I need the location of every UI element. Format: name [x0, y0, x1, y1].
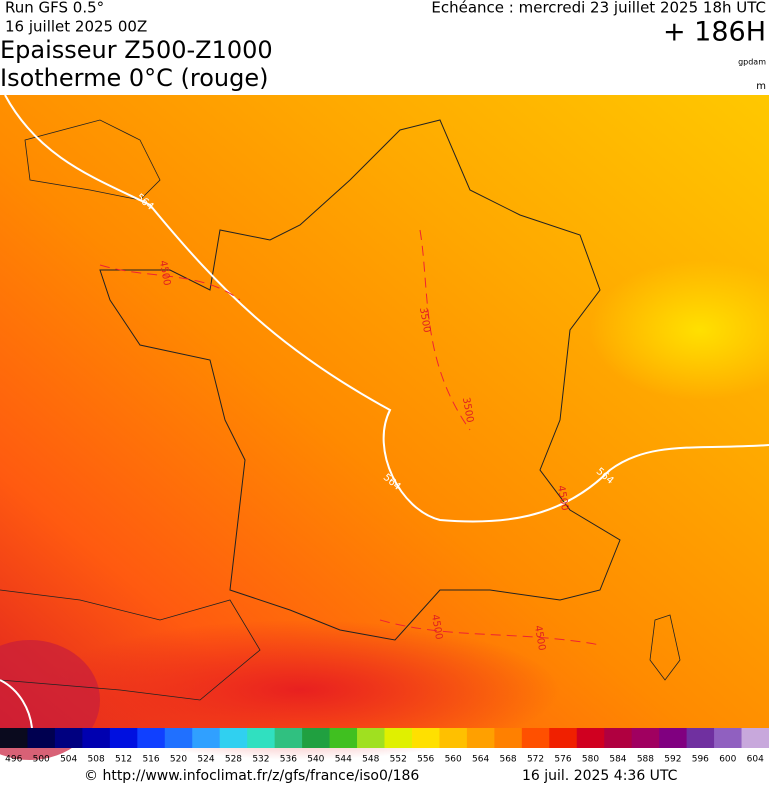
contour-label: 3500	[417, 307, 432, 334]
color-swatch	[54, 728, 83, 748]
color-swatch	[82, 728, 111, 748]
scale-label: 592	[664, 755, 681, 765]
scale-label: 528	[225, 755, 242, 765]
lead-time: + 186H	[663, 17, 766, 48]
coastline	[0, 589, 261, 701]
scale-label: 604	[747, 755, 764, 765]
scale-label: 576	[554, 755, 571, 765]
color-swatch	[329, 728, 358, 748]
generated-date: 16 juil. 2025 4:36 UTC	[522, 768, 678, 784]
valid-time: Echéance : mercredi 23 juillet 2025 18h …	[431, 0, 766, 17]
scale-label: 520	[170, 755, 187, 765]
color-swatch	[247, 728, 276, 748]
scale-label: 500	[33, 755, 50, 765]
color-swatch	[219, 728, 248, 748]
scale-label: 572	[527, 755, 544, 765]
color-swatch	[631, 728, 660, 748]
scale-label: 564	[472, 755, 489, 765]
field	[0, 95, 769, 728]
color-swatch	[439, 728, 468, 748]
isoline-564	[4, 94, 769, 523]
color-swatch	[714, 728, 743, 748]
color-scale: 496 500 504 508 512 516 520 524 528 532 536 540 544 5…	[0, 728, 769, 765]
scale-label: 504	[60, 755, 77, 765]
coastline	[24, 119, 161, 201]
scale-label: 536	[280, 755, 297, 765]
contour-label: 4500	[157, 260, 172, 287]
color-swatch	[302, 728, 331, 748]
title: Epaisseur Z500-Z1000	[0, 36, 273, 64]
run-label: Run GFS 0.5°	[5, 0, 104, 17]
isoline	[0, 679, 33, 729]
isotherm	[419, 229, 471, 431]
scale-label: 496	[5, 755, 22, 765]
color-swatch	[411, 728, 440, 748]
subtitle: Isotherme 0°C (rouge)	[0, 64, 269, 92]
contour-label: 4500	[555, 485, 570, 512]
contour-label: 4500	[429, 614, 444, 641]
scale-label: 532	[252, 755, 269, 765]
scale-label: 584	[609, 755, 626, 765]
scale-label: 544	[335, 755, 352, 765]
scale-label: 560	[445, 755, 462, 765]
scale-label: 580	[582, 755, 599, 765]
color-swatch	[466, 728, 495, 748]
color-swatch	[686, 728, 715, 748]
color-swatch	[137, 728, 166, 748]
scale-label: 596	[692, 755, 709, 765]
color-swatch	[384, 728, 413, 748]
scale-label: 524	[197, 755, 214, 765]
contour-label: 4500	[532, 625, 547, 652]
scale-label: 588	[637, 755, 654, 765]
color-swatch	[521, 728, 550, 748]
color-swatch	[192, 728, 221, 748]
scale-label: 508	[88, 755, 105, 765]
color-swatch	[274, 728, 303, 748]
field-patch	[40, 620, 560, 760]
source-url: © http://www.infoclimat.fr/z/gfs/france/…	[84, 768, 419, 784]
scale-label: 556	[417, 755, 434, 765]
color-swatch	[109, 728, 138, 748]
scale-label: 516	[142, 755, 159, 765]
coastline	[99, 119, 621, 641]
field-patch	[590, 260, 769, 400]
contour-label: 3500	[460, 397, 475, 424]
scale-label: 548	[362, 755, 379, 765]
coastline	[649, 614, 681, 681]
color-swatch	[604, 728, 633, 748]
color-swatch	[0, 728, 28, 748]
color-swatch	[659, 728, 688, 748]
scale-label: 568	[499, 755, 516, 765]
isotherm	[379, 619, 601, 646]
color-swatch	[741, 728, 769, 748]
scale-label: 552	[390, 755, 407, 765]
run-date: 16 juillet 2025 00Z	[5, 18, 147, 36]
color-swatch	[357, 728, 385, 748]
isotherm	[99, 264, 241, 301]
color-swatch	[27, 728, 56, 748]
color-swatch	[494, 728, 523, 748]
scale-label: 512	[115, 755, 132, 765]
unit: gpdam	[738, 58, 766, 67]
scale-label: 600	[719, 755, 736, 765]
color-swatch	[576, 728, 605, 748]
color-swatch	[164, 728, 193, 748]
unit: m	[756, 81, 766, 92]
color-swatch	[549, 728, 578, 748]
scale-label: 540	[307, 755, 324, 765]
